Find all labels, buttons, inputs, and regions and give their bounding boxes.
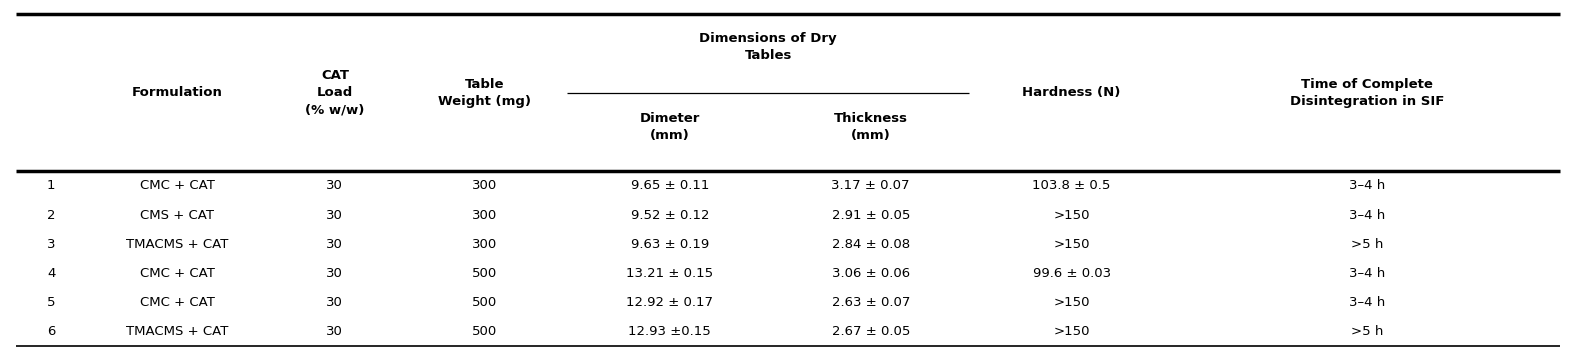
Text: 30: 30	[326, 267, 344, 280]
Text: 4: 4	[47, 267, 55, 280]
Text: 300: 300	[471, 238, 498, 251]
Text: 500: 500	[471, 267, 498, 280]
Text: 12.92 ± 0.17: 12.92 ± 0.17	[626, 296, 714, 309]
Text: 2: 2	[47, 208, 55, 222]
Text: 300: 300	[471, 208, 498, 222]
Text: 30: 30	[326, 238, 344, 251]
Text: 9.52 ± 0.12: 9.52 ± 0.12	[630, 208, 709, 222]
Text: 30: 30	[326, 325, 344, 338]
Text: 3–4 h: 3–4 h	[1349, 180, 1385, 192]
Text: >150: >150	[1053, 208, 1091, 222]
Text: 30: 30	[326, 208, 344, 222]
Text: >150: >150	[1053, 296, 1091, 309]
Text: 13.21 ± 0.15: 13.21 ± 0.15	[626, 267, 714, 280]
Text: 1: 1	[47, 180, 55, 192]
Text: Table
Weight (mg): Table Weight (mg)	[438, 78, 531, 108]
Text: 103.8 ± 0.5: 103.8 ± 0.5	[1032, 180, 1111, 192]
Text: TMACMS + CAT: TMACMS + CAT	[126, 238, 229, 251]
Text: CMC + CAT: CMC + CAT	[140, 267, 214, 280]
Text: Hardness (N): Hardness (N)	[1023, 86, 1121, 99]
Text: 6: 6	[47, 325, 55, 338]
Text: 3–4 h: 3–4 h	[1349, 267, 1385, 280]
Text: 3.17 ± 0.07: 3.17 ± 0.07	[832, 180, 909, 192]
Text: CMC + CAT: CMC + CAT	[140, 296, 214, 309]
Text: 9.65 ± 0.11: 9.65 ± 0.11	[630, 180, 709, 192]
Text: 2.63 ± 0.07: 2.63 ± 0.07	[832, 296, 909, 309]
Text: Dimeter
(mm): Dimeter (mm)	[640, 112, 700, 142]
Text: 3.06 ± 0.06: 3.06 ± 0.06	[832, 267, 909, 280]
Text: >5 h: >5 h	[1351, 238, 1384, 251]
Text: 99.6 ± 0.03: 99.6 ± 0.03	[1032, 267, 1111, 280]
Text: >150: >150	[1053, 325, 1091, 338]
Text: 2.67 ± 0.05: 2.67 ± 0.05	[832, 325, 909, 338]
Text: CAT
Load
(% w/w): CAT Load (% w/w)	[306, 69, 364, 116]
Text: 30: 30	[326, 296, 344, 309]
Text: Formulation: Formulation	[132, 86, 222, 99]
Text: 5: 5	[47, 296, 55, 309]
Text: TMACMS + CAT: TMACMS + CAT	[126, 325, 229, 338]
Text: 3–4 h: 3–4 h	[1349, 208, 1385, 222]
Text: CMS + CAT: CMS + CAT	[140, 208, 214, 222]
Text: Time of Complete
Disintegration in SIF: Time of Complete Disintegration in SIF	[1291, 78, 1444, 108]
Text: 2.91 ± 0.05: 2.91 ± 0.05	[832, 208, 909, 222]
Text: 3: 3	[47, 238, 55, 251]
Text: 300: 300	[471, 180, 498, 192]
Text: CMC + CAT: CMC + CAT	[140, 180, 214, 192]
Text: 2.84 ± 0.08: 2.84 ± 0.08	[832, 238, 909, 251]
Text: Dimensions of Dry
Tables: Dimensions of Dry Tables	[700, 32, 837, 62]
Text: Thickness
(mm): Thickness (mm)	[834, 112, 908, 142]
Text: >150: >150	[1053, 238, 1091, 251]
Text: 3–4 h: 3–4 h	[1349, 296, 1385, 309]
Text: 30: 30	[326, 180, 344, 192]
Text: 9.63 ± 0.19: 9.63 ± 0.19	[630, 238, 709, 251]
Text: 500: 500	[471, 296, 498, 309]
Text: 500: 500	[471, 325, 498, 338]
Text: 12.93 ±0.15: 12.93 ±0.15	[629, 325, 711, 338]
Text: >5 h: >5 h	[1351, 325, 1384, 338]
